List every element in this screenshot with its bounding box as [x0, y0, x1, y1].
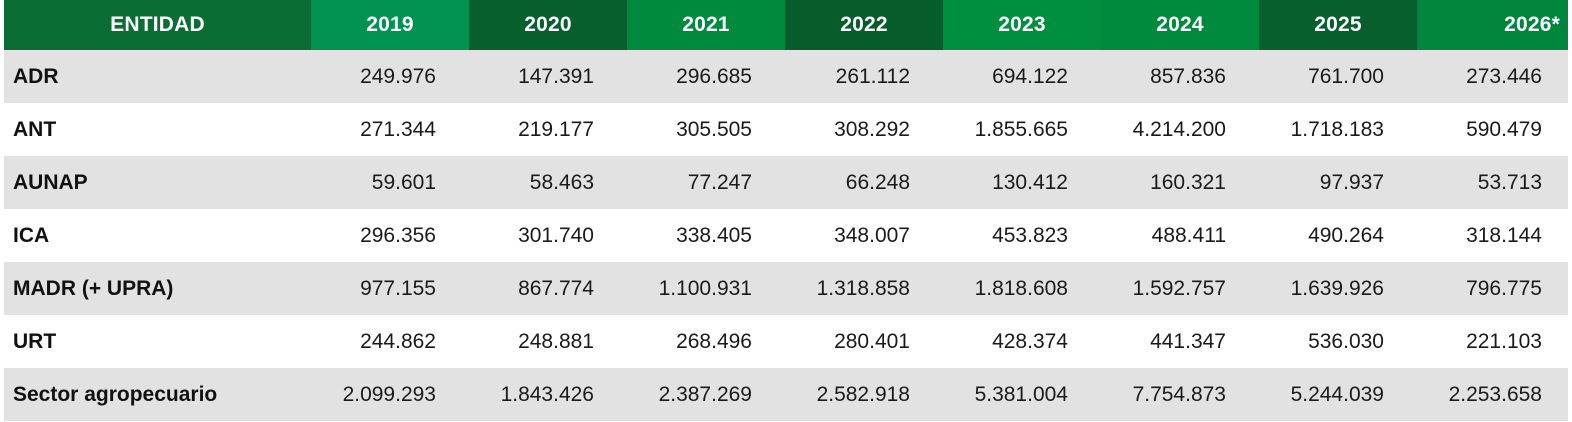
- table-row: ANT 271.344 219.177 305.505 308.292 1.85…: [4, 103, 1568, 156]
- entity-cell: AUNAP: [4, 156, 311, 209]
- value-cell: 348.007: [785, 209, 943, 262]
- value-cell: 160.321: [1101, 156, 1259, 209]
- header-row: ENTIDAD 2019 2020 2021 2022 2023 2024 20…: [4, 0, 1568, 50]
- value-cell: 490.264: [1259, 209, 1417, 262]
- value-cell: 1.100.931: [627, 262, 785, 315]
- value-cell: 867.774: [469, 262, 627, 315]
- value-cell: 53.713: [1417, 156, 1568, 209]
- value-cell: 761.700: [1259, 50, 1417, 103]
- value-cell: 308.292: [785, 103, 943, 156]
- table-row: AUNAP 59.601 58.463 77.247 66.248 130.41…: [4, 156, 1568, 209]
- header-year-2023: 2023: [943, 0, 1101, 50]
- value-cell: 147.391: [469, 50, 627, 103]
- value-cell: 2.582.918: [785, 368, 943, 421]
- value-cell: 271.344: [311, 103, 469, 156]
- value-cell: 857.836: [1101, 50, 1259, 103]
- entity-cell: ANT: [4, 103, 311, 156]
- budget-table: ENTIDAD 2019 2020 2021 2022 2023 2024 20…: [4, 0, 1568, 421]
- header-year-2022: 2022: [785, 0, 943, 50]
- value-cell: 5.244.039: [1259, 368, 1417, 421]
- entity-cell: MADR (+ UPRA): [4, 262, 311, 315]
- value-cell: 280.401: [785, 315, 943, 368]
- value-cell: 338.405: [627, 209, 785, 262]
- value-cell: 318.144: [1417, 209, 1568, 262]
- value-cell: 2.387.269: [627, 368, 785, 421]
- table-row: MADR (+ UPRA) 977.155 867.774 1.100.931 …: [4, 262, 1568, 315]
- budget-table-container: ENTIDAD 2019 2020 2021 2022 2023 2024 20…: [4, 0, 1568, 422]
- value-cell: 7.754.873: [1101, 368, 1259, 421]
- value-cell: 428.374: [943, 315, 1101, 368]
- entity-cell: URT: [4, 315, 311, 368]
- table-row: URT 244.862 248.881 268.496 280.401 428.…: [4, 315, 1568, 368]
- value-cell: 1.855.665: [943, 103, 1101, 156]
- value-cell: 1.318.858: [785, 262, 943, 315]
- value-cell: 221.103: [1417, 315, 1568, 368]
- value-cell: 453.823: [943, 209, 1101, 262]
- header-year-2021: 2021: [627, 0, 785, 50]
- value-cell: 219.177: [469, 103, 627, 156]
- value-cell: 305.505: [627, 103, 785, 156]
- value-cell: 536.030: [1259, 315, 1417, 368]
- header-year-2026: 2026*: [1417, 0, 1568, 50]
- value-cell: 273.446: [1417, 50, 1568, 103]
- header-entidad: ENTIDAD: [4, 0, 311, 50]
- entity-cell: ADR: [4, 50, 311, 103]
- value-cell: 66.248: [785, 156, 943, 209]
- value-cell: 296.685: [627, 50, 785, 103]
- value-cell: 1.843.426: [469, 368, 627, 421]
- value-cell: 694.122: [943, 50, 1101, 103]
- value-cell: 268.496: [627, 315, 785, 368]
- header-year-2019: 2019: [311, 0, 469, 50]
- value-cell: 248.881: [469, 315, 627, 368]
- header-year-2025: 2025: [1259, 0, 1417, 50]
- entity-cell: ICA: [4, 209, 311, 262]
- value-cell: 2.099.293: [311, 368, 469, 421]
- header-year-2020: 2020: [469, 0, 627, 50]
- value-cell: 261.112: [785, 50, 943, 103]
- value-cell: 97.937: [1259, 156, 1417, 209]
- table-row: ICA 296.356 301.740 338.405 348.007 453.…: [4, 209, 1568, 262]
- value-cell: 244.862: [311, 315, 469, 368]
- total-row: Sector agropecuario 2.099.293 1.843.426 …: [4, 368, 1568, 421]
- value-cell: 249.976: [311, 50, 469, 103]
- value-cell: 2.253.658: [1417, 368, 1568, 421]
- value-cell: 58.463: [469, 156, 627, 209]
- value-cell: 796.775: [1417, 262, 1568, 315]
- value-cell: 5.381.004: [943, 368, 1101, 421]
- header-year-2024: 2024: [1101, 0, 1259, 50]
- table-row: ADR 249.976 147.391 296.685 261.112 694.…: [4, 50, 1568, 103]
- value-cell: 590.479: [1417, 103, 1568, 156]
- value-cell: 1.592.757: [1101, 262, 1259, 315]
- value-cell: 488.411: [1101, 209, 1259, 262]
- value-cell: 977.155: [311, 262, 469, 315]
- value-cell: 1.639.926: [1259, 262, 1417, 315]
- entity-cell: Sector agropecuario: [4, 368, 311, 421]
- value-cell: 1.718.183: [1259, 103, 1417, 156]
- value-cell: 77.247: [627, 156, 785, 209]
- value-cell: 59.601: [311, 156, 469, 209]
- value-cell: 296.356: [311, 209, 469, 262]
- value-cell: 441.347: [1101, 315, 1259, 368]
- value-cell: 1.818.608: [943, 262, 1101, 315]
- value-cell: 4.214.200: [1101, 103, 1259, 156]
- value-cell: 130.412: [943, 156, 1101, 209]
- value-cell: 301.740: [469, 209, 627, 262]
